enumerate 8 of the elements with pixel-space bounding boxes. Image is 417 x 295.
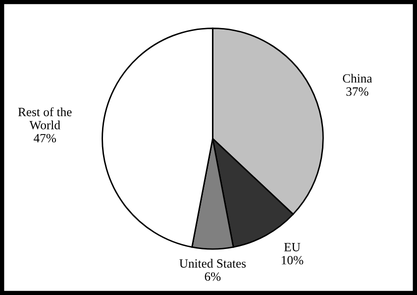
slice-label: United States: [179, 258, 246, 268]
slice-label: Rest of the World: [18, 107, 72, 130]
slice-label: EU: [284, 243, 300, 252]
slice-label: China: [342, 74, 372, 83]
data-label: 10%: [282, 256, 304, 264]
data-label: 47%: [34, 134, 56, 142]
data-label: 37%: [346, 87, 368, 96]
data-label: 6%: [204, 272, 221, 281]
